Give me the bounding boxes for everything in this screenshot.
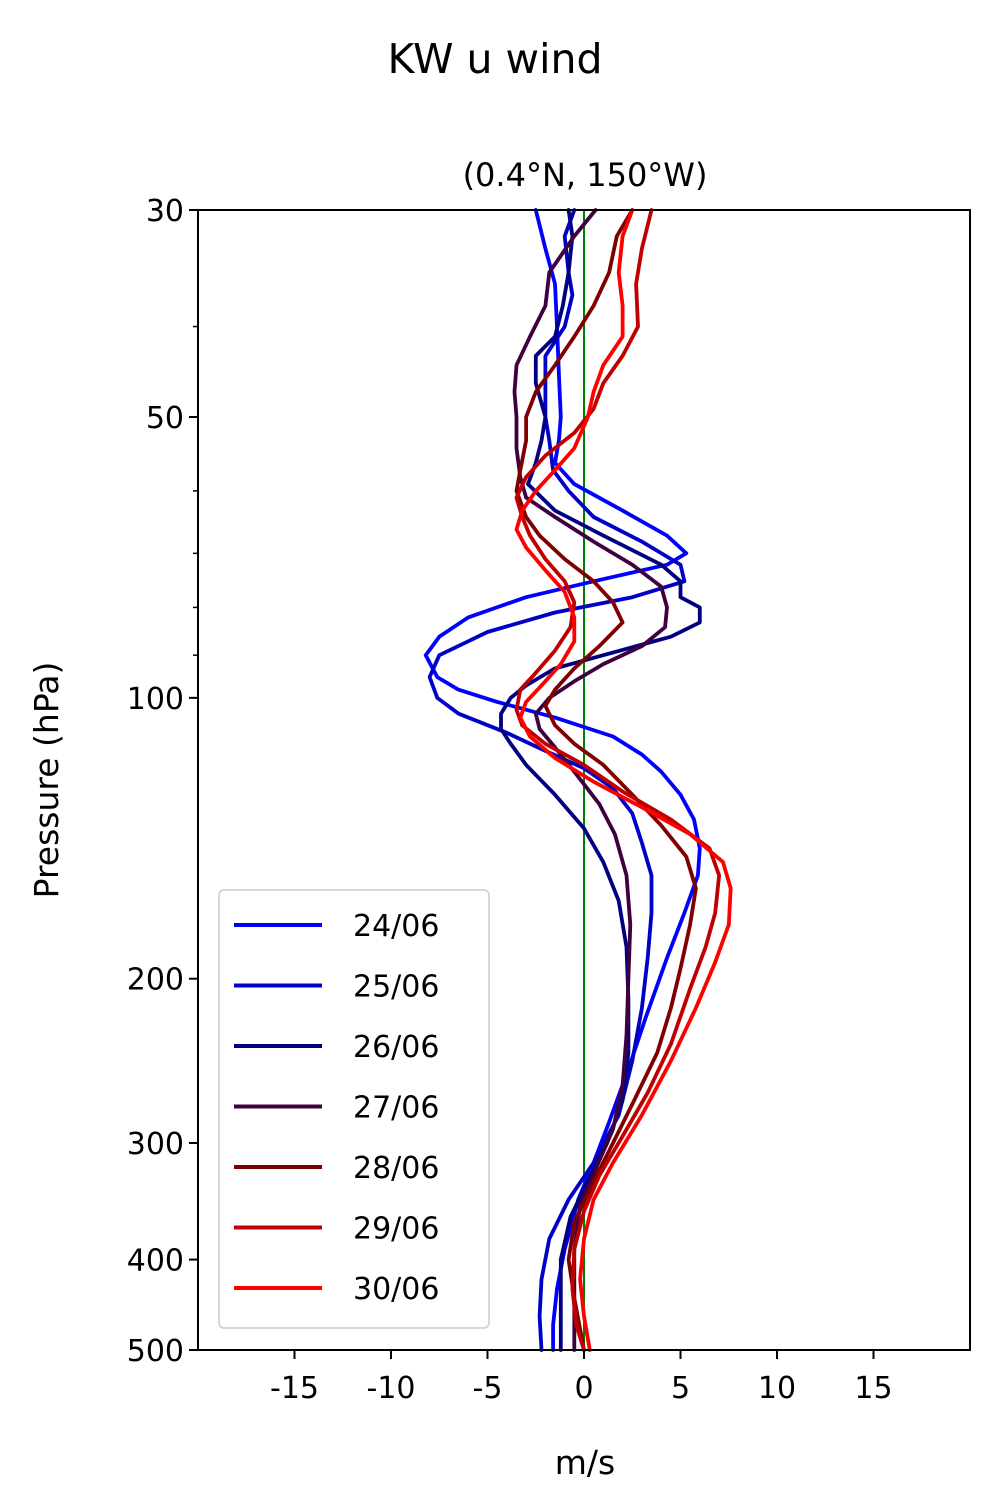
series-line-7 bbox=[514, 208, 733, 1352]
legend-label: 28/06 bbox=[353, 1151, 439, 1186]
y-tick-label: 200 bbox=[127, 963, 184, 998]
series-line-4 bbox=[512, 208, 669, 1352]
legend-label: 30/06 bbox=[353, 1272, 439, 1307]
x-axis-label: m/s bbox=[555, 1443, 615, 1482]
legend-label: 29/06 bbox=[353, 1212, 439, 1247]
x-tick-label: 15 bbox=[854, 1371, 892, 1406]
x-tick-label: 10 bbox=[758, 1371, 796, 1406]
y-tick-label: 30 bbox=[146, 194, 184, 229]
series-line-5 bbox=[514, 208, 698, 1352]
x-tick-label: 0 bbox=[574, 1371, 593, 1406]
x-tick-label: -15 bbox=[270, 1371, 319, 1406]
plot-area: -15 -10 -5 0 5 10 15 30 50 100 200 300 400 500 bbox=[127, 194, 971, 1406]
chart-subtitle: (0.4°N, 150°W) bbox=[463, 156, 708, 194]
y-tick-label: 50 bbox=[146, 401, 184, 436]
legend-label: 25/06 bbox=[353, 970, 439, 1005]
legend: 24/06 25/06 26/06 27/06 28/06 29/06 30/06 bbox=[218, 889, 490, 1329]
legend-label: 24/06 bbox=[353, 909, 439, 944]
y-tick-label: 100 bbox=[127, 682, 184, 717]
x-tick-label: -5 bbox=[473, 1371, 503, 1406]
y-axis-label: Pressure (hPa) bbox=[27, 662, 66, 899]
y-tick-label: 400 bbox=[127, 1244, 184, 1279]
x-tick-label: 5 bbox=[671, 1371, 690, 1406]
legend-label: 26/06 bbox=[353, 1030, 439, 1065]
x-tick-label: -10 bbox=[367, 1371, 416, 1406]
legend-box bbox=[218, 889, 490, 1329]
legend-label: 27/06 bbox=[353, 1091, 439, 1126]
y-tick-label: 300 bbox=[127, 1127, 184, 1162]
series-line-6 bbox=[514, 208, 721, 1352]
y-tick-label: 500 bbox=[127, 1334, 184, 1369]
chart-title: KW u wind bbox=[388, 35, 603, 83]
